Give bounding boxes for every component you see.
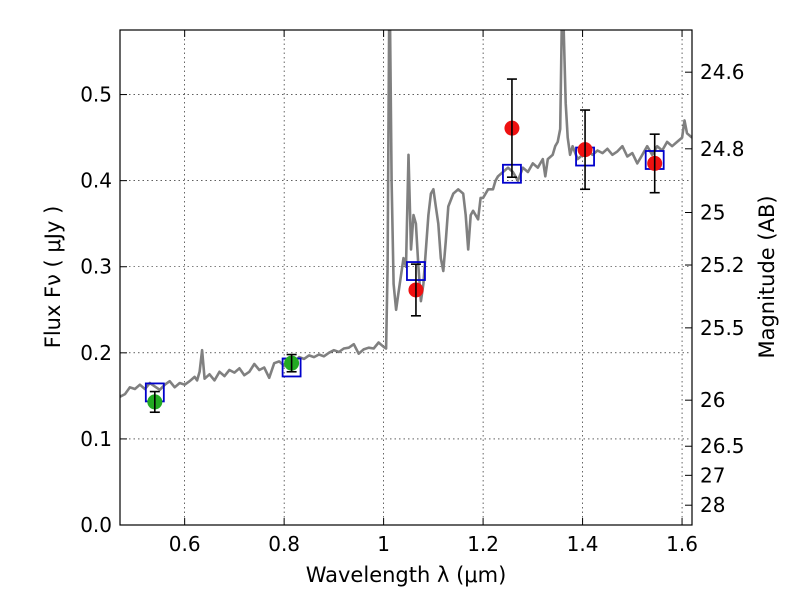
right-axis-tick-label: 25.2	[700, 253, 745, 277]
right-axis-tick-labels: 24.6 24.8 25 25.2 25.5 26 26.5 27 28	[700, 60, 745, 517]
plot-frame	[119, 29, 693, 526]
right-axis-tick-label: 26	[700, 388, 725, 412]
y-axis-title: Flux Fν ( μJy )	[41, 206, 65, 349]
grid	[120, 30, 692, 525]
y-tick-label: 0.4	[80, 169, 112, 193]
tick-layer	[120, 30, 692, 526]
x-tick-label: 1	[377, 532, 390, 556]
x-tick-label: 0.8	[268, 532, 300, 556]
spectrum-layer	[120, 30, 692, 398]
right-axis-tick-label: 26.5	[700, 434, 745, 458]
y-tick-label: 0.1	[80, 427, 112, 451]
right-axis-tick-label: 25	[700, 201, 725, 225]
y-tick-labels: 0.0 0.1 0.2 0.3 0.4 0.5	[80, 83, 112, 537]
y-tick-label: 0.5	[80, 83, 112, 107]
right-axis-tick-label: 24.6	[700, 60, 745, 84]
x-tick-label: 1.2	[467, 532, 499, 556]
y-tick-label: 0.3	[80, 255, 112, 279]
plot-area	[120, 30, 692, 525]
marker-layer	[144, 78, 665, 414]
y-tick-label: 0.2	[80, 341, 112, 365]
x-tick-label: 1.6	[666, 532, 698, 556]
right-axis-tick-label: 25.5	[700, 316, 745, 340]
right-axis-tick-label: 27	[700, 463, 725, 487]
y-tick-label: 0.0	[80, 513, 112, 537]
spectrum-line	[120, 30, 692, 398]
x-axis-title: Wavelength λ (μm)	[306, 563, 507, 587]
x-tick-label: 0.6	[169, 532, 201, 556]
x-tick-labels: 0.6 0.8 1 1.2 1.4 1.6	[169, 532, 698, 556]
x-tick-label: 1.4	[567, 532, 599, 556]
right-axis-title: Magnitude (AB)	[755, 195, 779, 358]
right-axis-tick-label: 24.8	[700, 137, 745, 161]
right-axis-tick-label: 28	[700, 493, 725, 517]
